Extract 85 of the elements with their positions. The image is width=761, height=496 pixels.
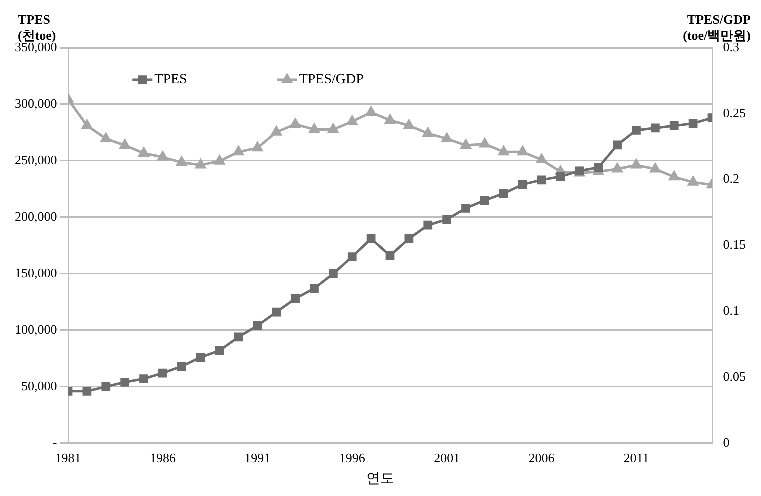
point	[328, 270, 338, 278]
point	[498, 146, 510, 156]
point	[291, 294, 300, 304]
x-tick-label: 2006	[528, 450, 556, 466]
x-tick-label: 1991	[244, 450, 271, 466]
point	[140, 374, 148, 384]
point	[82, 120, 92, 130]
point	[82, 387, 92, 396]
x-tick-label: 1986	[150, 450, 176, 466]
point	[556, 172, 566, 182]
point	[234, 146, 244, 156]
y-tick-label: 50,000	[22, 378, 58, 394]
legend-label: TPES	[154, 72, 188, 88]
x-tick-label: 2001	[434, 450, 460, 466]
x-axis-title: 연도	[366, 471, 396, 488]
point	[537, 176, 546, 185]
point	[424, 220, 433, 230]
x-tick-label: 2011	[624, 450, 650, 466]
point	[328, 124, 339, 134]
point	[120, 378, 130, 387]
point	[688, 176, 698, 186]
point	[670, 122, 679, 130]
y2-tick-label: 0	[723, 434, 730, 450]
point	[650, 164, 661, 173]
point	[480, 138, 490, 148]
point	[290, 118, 301, 128]
point	[234, 332, 244, 342]
legend-label: TPES/GDP	[299, 72, 364, 88]
point	[214, 156, 225, 165]
point	[612, 164, 623, 173]
point	[669, 171, 680, 181]
point	[271, 126, 282, 136]
y2-tick-label: 0.15	[723, 237, 746, 252]
point	[348, 252, 357, 262]
point	[138, 148, 150, 157]
point	[196, 353, 206, 362]
point	[499, 189, 508, 198]
x-tick-label: 1981	[55, 450, 82, 466]
point	[102, 382, 111, 392]
y-tick-label: -	[52, 434, 58, 450]
y-tick-label: 150,000	[15, 265, 58, 280]
y2-tick-label: 0.05	[723, 368, 746, 384]
point	[613, 140, 622, 150]
point	[158, 368, 168, 378]
y2-tick-label: 0.2	[723, 171, 740, 186]
point	[196, 160, 206, 169]
point	[460, 140, 472, 150]
point	[347, 116, 358, 126]
point	[252, 142, 263, 152]
y2-tick-label: 0.25	[723, 105, 746, 120]
point	[272, 308, 282, 317]
point	[309, 124, 320, 134]
point	[253, 321, 262, 330]
point	[536, 154, 547, 164]
point	[442, 133, 452, 142]
point	[386, 251, 395, 260]
point	[385, 114, 396, 124]
point	[631, 160, 642, 169]
point	[215, 346, 224, 356]
point	[366, 234, 376, 244]
point	[462, 204, 470, 213]
y2-tick-label: 0.1	[723, 303, 740, 318]
point	[594, 163, 604, 172]
point	[404, 120, 414, 130]
point	[480, 196, 490, 205]
y-tick-label: 300,000	[15, 96, 58, 111]
point	[158, 152, 168, 161]
y-tick-label: 100,000	[15, 322, 58, 337]
y-tick-label: 200,000	[15, 208, 58, 224]
point	[688, 119, 698, 128]
point	[442, 215, 452, 224]
point	[310, 284, 319, 294]
point	[177, 362, 186, 372]
point	[404, 234, 414, 244]
x-tick-label: 1996	[339, 450, 366, 466]
y-tick-label: 250,000	[15, 152, 58, 168]
point	[422, 128, 434, 138]
point	[650, 124, 660, 133]
point	[366, 106, 376, 116]
point	[518, 146, 528, 156]
point	[518, 180, 528, 190]
point	[176, 156, 188, 166]
point	[120, 140, 130, 150]
point	[100, 133, 112, 142]
point	[632, 126, 641, 135]
